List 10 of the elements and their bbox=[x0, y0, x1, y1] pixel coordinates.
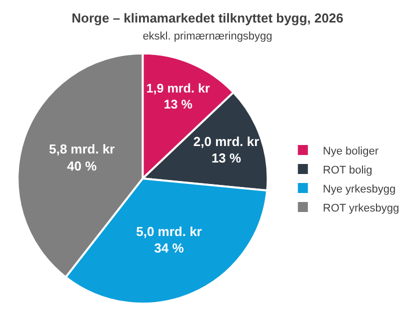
data-label: 2,0 mrd. kr 13 % bbox=[193, 134, 260, 166]
chart-subtitle: ekskl. primærnæringsbygg bbox=[142, 30, 272, 43]
legend-label: Nye boliger bbox=[322, 145, 379, 158]
data-label: 5,8 mrd. kr 40 % bbox=[48, 142, 115, 174]
chart-title: Norge – klimamarkedet tilknyttet bygg, 2026 bbox=[72, 10, 344, 26]
legend-label: ROT bolig bbox=[322, 164, 372, 176]
legend-label: ROT yrkesbygg bbox=[322, 202, 400, 214]
data-label: 5,0 mrd. kr 34 % bbox=[136, 224, 202, 256]
legend-label: Nye yrkesbygg bbox=[322, 183, 396, 196]
data-label: 1,9 mrd. kr 13 % bbox=[146, 81, 210, 112]
